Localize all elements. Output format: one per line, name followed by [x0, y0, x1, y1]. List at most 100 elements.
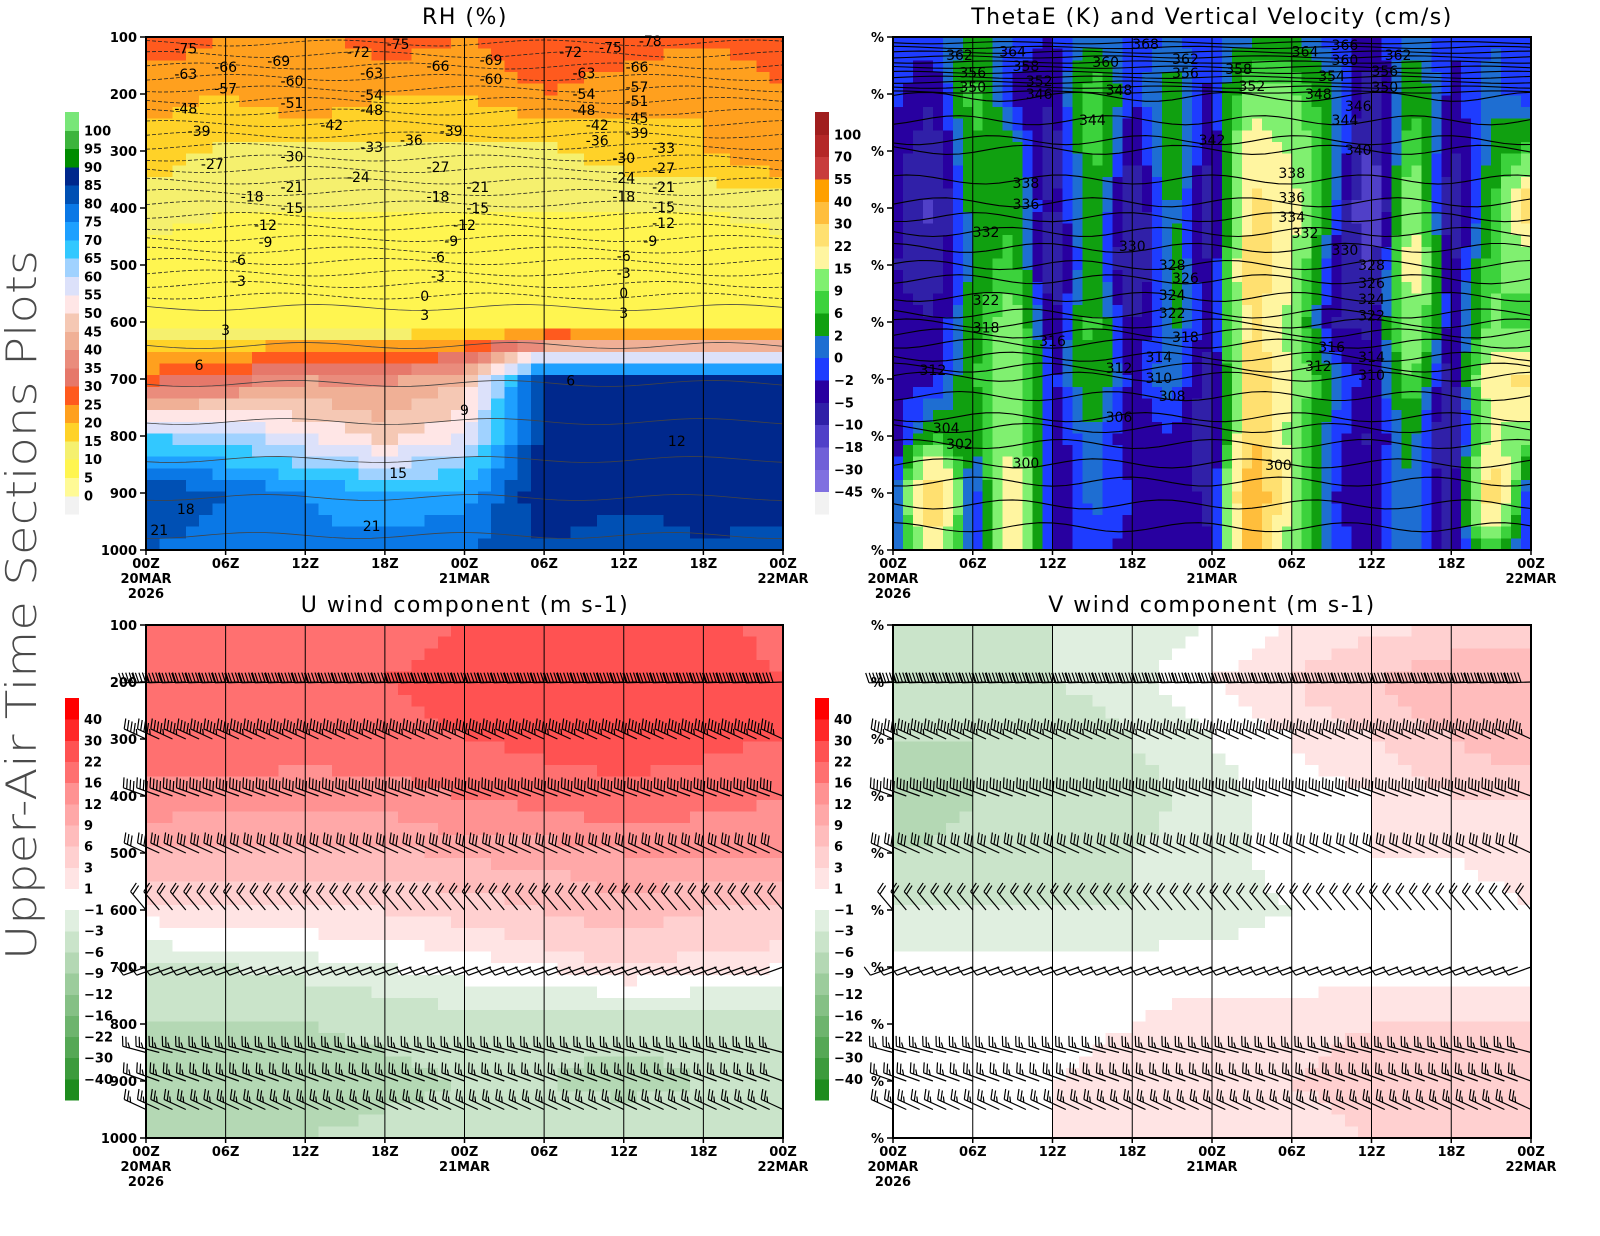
- contour-cell: [278, 107, 293, 120]
- contour-cell: [769, 258, 784, 271]
- contour-cell: [1251, 165, 1263, 178]
- contour-cell: [1241, 153, 1253, 166]
- contour-cell: [1481, 503, 1492, 516]
- contour-cell: [610, 235, 625, 248]
- contour-label: -72: [559, 45, 582, 61]
- contour-cell: [942, 165, 954, 178]
- contour-cell: [398, 83, 412, 96]
- contour-cell: [1202, 491, 1213, 504]
- contour-cell: [1351, 386, 1363, 400]
- contour-cell: [1291, 83, 1303, 96]
- contour-cell: [583, 200, 598, 213]
- contour-cell: [146, 95, 160, 108]
- contour-cell: [663, 421, 678, 435]
- contour-cell: [729, 270, 744, 283]
- contour-cell: [225, 515, 240, 528]
- contour-cell: [570, 351, 585, 365]
- contour-cell: [743, 480, 758, 493]
- contour-fill: [146, 37, 784, 551]
- contour-cell: [1331, 165, 1343, 178]
- contour-cell: [1032, 503, 1044, 516]
- contour-cell: [1162, 468, 1173, 481]
- contour-cell: [623, 211, 638, 225]
- contour-cell: [1451, 515, 1462, 528]
- contour-cell: [597, 165, 612, 178]
- contour-cell: [1202, 258, 1213, 271]
- contour-cell: [212, 130, 227, 143]
- contour-cell: [922, 293, 934, 306]
- contour-cell: [1391, 305, 1402, 318]
- contour-cell: [517, 118, 532, 131]
- contour-cell: [1042, 456, 1054, 469]
- contour-cell: [1401, 235, 1412, 248]
- contour-cell: [544, 258, 558, 271]
- contour-cell: [703, 421, 718, 435]
- contour-cell: [690, 456, 704, 469]
- contour-cell: [1102, 480, 1113, 493]
- contour-cell: [544, 141, 558, 155]
- contour-cell: [1132, 480, 1143, 493]
- contour-cell: [225, 130, 240, 143]
- contour-cell: [477, 468, 492, 481]
- contour-cell: [1052, 526, 1064, 539]
- contour-cell: [1042, 107, 1054, 120]
- contour-cell: [1411, 480, 1422, 493]
- contour-cell: [491, 130, 505, 143]
- contour-cell: [1102, 246, 1113, 260]
- contour-cell: [952, 305, 964, 318]
- contour-cell: [464, 433, 479, 446]
- contour-cell: [972, 515, 984, 528]
- contour-cell: [544, 445, 558, 458]
- contour-cell: [477, 83, 492, 96]
- contour-cell: [1341, 223, 1353, 236]
- contour-cell: [729, 316, 744, 330]
- contour-cell: [756, 363, 771, 376]
- contour-cell: [252, 293, 267, 306]
- contour-cell: [743, 246, 758, 260]
- contour-cell: [278, 398, 293, 411]
- contour-cell: [252, 281, 267, 295]
- contour-cell: [557, 235, 572, 248]
- contour-cell: [1461, 363, 1472, 376]
- contour-cell: [530, 351, 545, 365]
- contour-cell: [1042, 176, 1054, 190]
- contour-cell: [962, 130, 974, 143]
- contour-cell: [491, 141, 505, 155]
- contour-cell: [982, 340, 994, 353]
- contour-cell: [1192, 200, 1203, 213]
- contour-cell: [1092, 165, 1103, 178]
- contour-cell: [623, 386, 638, 400]
- contour-cell: [504, 270, 519, 283]
- contour-cell: [1062, 293, 1074, 306]
- contour-cell: [1112, 165, 1123, 178]
- contour-cell: [583, 433, 598, 446]
- contour-cell: [265, 118, 280, 131]
- contour-cell: [716, 351, 731, 365]
- contour-cell: [1421, 281, 1432, 295]
- contour-cell: [544, 95, 558, 108]
- contour-cell: [583, 445, 598, 458]
- contour-cell: [1291, 480, 1303, 493]
- contour-cell: [464, 281, 479, 295]
- contour-cell: [982, 200, 994, 213]
- contour-cell: [1082, 515, 1093, 528]
- contour-cell: [1251, 141, 1263, 155]
- contour-cell: [451, 107, 466, 120]
- contour-cell: [318, 141, 333, 155]
- contour-cell: [530, 445, 545, 458]
- contour-cell: [756, 293, 771, 306]
- contour-cell: [491, 363, 505, 376]
- contour-cell: [922, 445, 934, 458]
- contour-cell: [1192, 316, 1203, 330]
- contour-cell: [676, 328, 691, 341]
- contour-cell: [331, 176, 346, 190]
- contour-cell: [769, 515, 784, 528]
- contour-cell: [1241, 515, 1253, 528]
- contour-cell: [504, 526, 519, 539]
- contour-cell: [1291, 538, 1303, 551]
- contour-cell: [212, 491, 227, 504]
- contour-cell: [597, 258, 612, 271]
- contour-cell: [331, 340, 346, 353]
- contour-cell: [212, 176, 227, 190]
- contour-cell: [252, 72, 267, 85]
